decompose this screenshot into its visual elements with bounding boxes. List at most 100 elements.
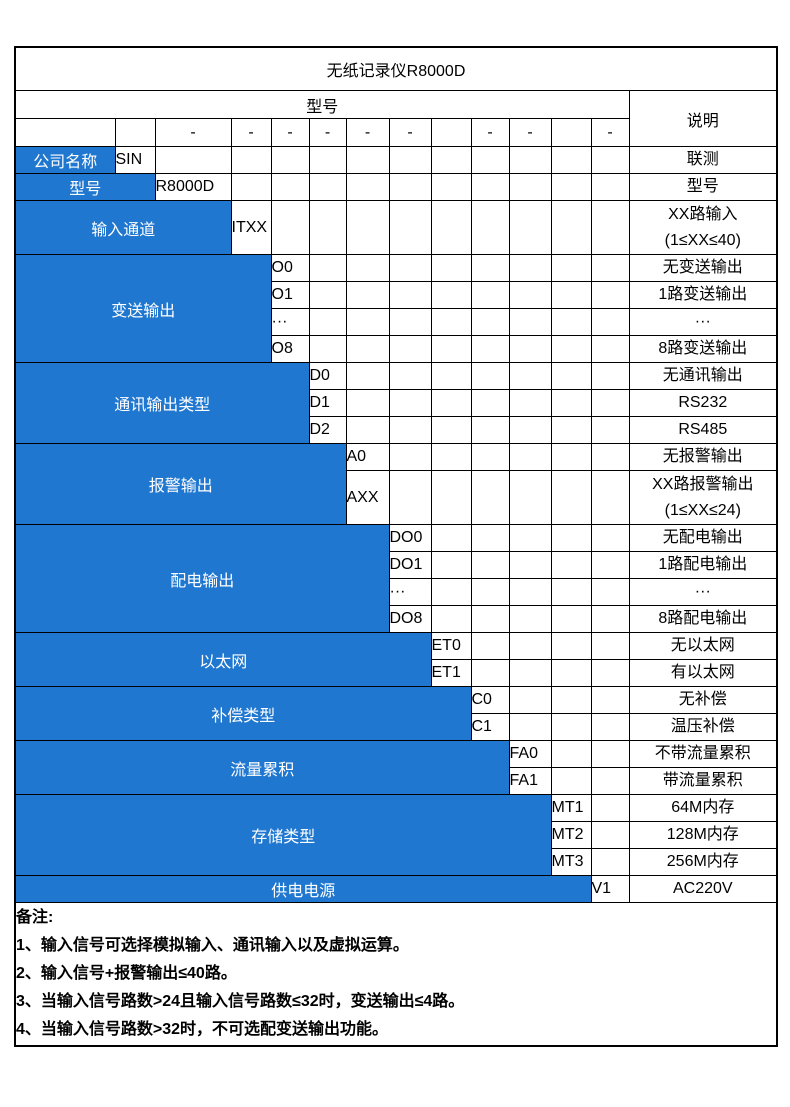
page-title: 无纸记录仪R8000D [14, 46, 778, 91]
section-label: 通讯输出类型 [14, 362, 310, 444]
model-code-cell: O0 [270, 254, 310, 282]
empty-grid-cell [388, 254, 432, 282]
empty-grid-cell [590, 848, 630, 876]
model-code-separator-cell: - [388, 118, 432, 147]
section-label: 供电电源 [14, 875, 592, 903]
model-code-cell: C0 [470, 686, 510, 714]
empty-grid-cell [508, 389, 552, 417]
description-line: 无通讯输出 [662, 367, 743, 384]
description-cell: 64M内存 [628, 794, 778, 822]
empty-grid-cell [590, 146, 630, 174]
empty-grid-cell [470, 254, 510, 282]
table-row: DO1 1路配电输出 [15, 551, 778, 579]
empty-grid-cell [430, 308, 472, 336]
empty-grid-cell [470, 335, 510, 363]
empty-grid-cell [388, 416, 432, 444]
note-item: 2、输入信号+报警输出≤40路。 [16, 965, 237, 982]
empty-grid-cell [550, 686, 592, 714]
model-code-cell: MT3 [550, 848, 592, 876]
description-line: 8路配电输出 [658, 610, 748, 627]
table-row: ··· ··· [15, 308, 778, 336]
empty-grid-cell [388, 335, 432, 363]
description-cell: 无配电输出 [628, 524, 778, 552]
section-label: 流量累积 [14, 740, 510, 795]
table-row: O8 8路变送输出 [15, 335, 778, 363]
description-line: 无报警输出 [662, 448, 743, 465]
empty-grid-cell [550, 713, 592, 741]
empty-grid-cell [590, 578, 630, 606]
empty-grid-cell [470, 416, 510, 444]
description-line: 128M内存 [666, 826, 739, 843]
table-row: C1 温压补偿 [15, 713, 778, 741]
empty-grid-cell [590, 794, 630, 822]
empty-grid-cell [345, 416, 390, 444]
model-code-cell: MT1 [550, 794, 592, 822]
empty-grid-cell [308, 200, 347, 255]
model-code-cell: ET0 [430, 632, 472, 660]
model-code-cell: O1 [270, 281, 310, 309]
empty-grid-cell [308, 308, 347, 336]
table-row: 型号 R8000D 型号 [14, 173, 778, 201]
model-code-separator-cell: - [470, 118, 510, 147]
empty-grid-cell [470, 605, 510, 633]
empty-grid-cell [550, 524, 592, 552]
empty-grid-cell [470, 470, 510, 525]
empty-grid-cell [388, 146, 432, 174]
section-label: 以太网 [14, 632, 432, 687]
table-row: 供电电源 V1 AC220V [14, 875, 778, 903]
table-row: ··· ··· [15, 578, 778, 606]
model-code-cell: DO1 [388, 551, 432, 579]
notes-list: 1、输入信号可选择模拟输入、通讯输入以及虚拟运算。 2、输入信号+报警输出≤40路… [16, 932, 776, 1044]
empty-grid-cell [470, 659, 510, 687]
empty-grid-cell [345, 200, 390, 255]
model-code-separator-cell [430, 118, 472, 147]
description-line: 64M内存 [671, 799, 735, 816]
notes-row: 备注: 1、输入信号可选择模拟输入、通讯输入以及虚拟运算。 2、输入信号+报警输出… [14, 902, 778, 1047]
description-cell: 8路配电输出 [628, 605, 778, 633]
empty-grid-cell [550, 254, 592, 282]
empty-grid-cell [550, 632, 592, 660]
table-row: AXX XX路报警输出 (1≤XX≤24) [15, 470, 778, 525]
model-code-cell: DO0 [388, 524, 432, 552]
description-line: 无补偿 [678, 691, 727, 708]
model-code-separator-cell [114, 118, 156, 147]
empty-grid-cell [308, 335, 347, 363]
empty-grid-cell [550, 173, 592, 201]
empty-grid-cell [230, 146, 272, 174]
empty-grid-cell [590, 362, 630, 390]
section-label: 配电输出 [14, 524, 390, 633]
empty-grid-cell [508, 686, 552, 714]
table-row: 变送输出 O0 无变送输出 [14, 254, 778, 363]
empty-grid-cell [550, 389, 592, 417]
empty-grid-cell [430, 146, 472, 174]
model-code-separator-cell: - [270, 118, 310, 147]
model-code-cell: ··· [270, 308, 310, 336]
model-code-cell: R8000D [154, 173, 232, 201]
empty-grid-cell [590, 740, 630, 768]
empty-grid-cell [508, 443, 552, 471]
empty-grid-cell [508, 335, 552, 363]
empty-grid-cell [590, 551, 630, 579]
empty-grid-cell [550, 578, 592, 606]
description-line: (1≤XX≤24) [664, 501, 741, 519]
empty-grid-cell [388, 200, 432, 255]
description-line: RS485 [678, 421, 728, 438]
description-line: 带流量累积 [662, 772, 743, 789]
table-row: 输入通道 ITXX XX路输入 (1≤XX≤40) [14, 200, 778, 255]
empty-grid-cell [590, 524, 630, 552]
description-cell: 型号 [628, 173, 778, 201]
description-cell: XX路报警输出 (1≤XX≤24) [628, 470, 778, 525]
empty-grid-cell [508, 470, 552, 525]
table-row: O1 1路变送输出 [15, 281, 778, 309]
description-cell: 带流量累积 [628, 767, 778, 795]
header-row: 型号 说明 [14, 90, 778, 147]
empty-grid-cell [430, 254, 472, 282]
note-item: 1、输入信号可选择模拟输入、通讯输入以及虚拟运算。 [16, 937, 409, 954]
table-row: D2 RS485 [15, 416, 778, 444]
empty-grid-cell [470, 173, 510, 201]
description-line: 1路配电输出 [658, 556, 748, 573]
empty-grid-cell [508, 713, 552, 741]
empty-grid-cell [508, 281, 552, 309]
table-row: 报警输出 A0 无报警输出 [14, 443, 778, 525]
empty-grid-cell [550, 605, 592, 633]
